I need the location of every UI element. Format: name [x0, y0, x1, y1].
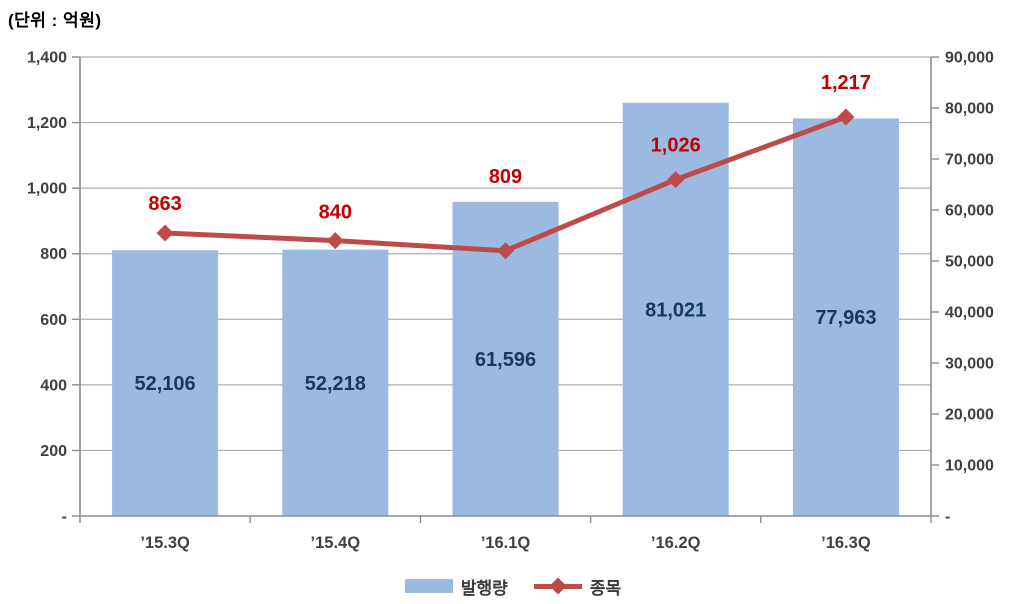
- diamond-marker-icon: [837, 108, 855, 126]
- right-axis-label: -: [945, 509, 950, 526]
- right-axis-label: 10,000: [945, 458, 994, 475]
- line-series-swatch: [533, 577, 582, 595]
- left-axis-label: 600: [40, 312, 67, 329]
- right-axis-label: 60,000: [945, 203, 994, 220]
- right-axis-label: 90,000: [945, 50, 994, 67]
- diamond-marker-icon: [667, 171, 685, 189]
- bar-series-swatch: [404, 579, 453, 593]
- bar-’15.4Q: [282, 249, 389, 516]
- line-value-label: 863: [148, 193, 181, 215]
- line-value-label: 809: [489, 166, 522, 188]
- right-axis-label: 80,000: [945, 101, 994, 118]
- bar-value-label: 81,021: [645, 299, 706, 321]
- left-axis-label: 200: [40, 443, 67, 460]
- category-label: ’16.3Q: [821, 534, 871, 552]
- left-axis-label: 800: [40, 246, 67, 263]
- category-label: ’16.2Q: [651, 534, 701, 552]
- diamond-marker-icon: [549, 577, 567, 595]
- category-label: ’16.1Q: [481, 534, 531, 552]
- legend-item-line: 종목: [533, 574, 622, 599]
- line-value-label: 1,217: [821, 72, 871, 94]
- right-axis-label: 40,000: [945, 305, 994, 322]
- bar-value-label: 61,596: [475, 349, 536, 371]
- unit-label: (단위 : 억원): [8, 11, 102, 30]
- left-axis-label: 400: [40, 377, 67, 394]
- diamond-marker-icon: [497, 242, 514, 260]
- bar-value-label: 77,963: [815, 307, 876, 329]
- diamond-marker-icon: [156, 224, 174, 242]
- bar-’16.3Q: [792, 118, 899, 516]
- bar-’15.3Q: [112, 250, 219, 516]
- category-label: ’15.4Q: [311, 534, 361, 552]
- legend: 발행량 종목: [0, 573, 1026, 599]
- left-axis-label: -: [62, 509, 67, 526]
- line-value-label: 840: [319, 202, 352, 224]
- legend-label-bar: 발행량: [460, 578, 508, 598]
- category-label: ’15.3Q: [140, 534, 190, 552]
- left-axis-label: 1,400: [27, 50, 67, 67]
- left-axis-label: 1,200: [27, 115, 67, 132]
- diamond-marker-icon: [326, 232, 344, 250]
- bar-value-label: 52,106: [135, 373, 196, 395]
- bar-value-label: 52,218: [305, 373, 366, 395]
- right-axis-label: 20,000: [945, 407, 994, 424]
- right-axis-label: 30,000: [945, 356, 994, 373]
- legend-item-bar: 발행량: [404, 574, 508, 599]
- line-value-label: 1,026: [651, 135, 701, 157]
- left-axis-label: 1,000: [27, 181, 67, 198]
- right-axis-label: 70,000: [945, 152, 994, 169]
- right-axis-label: 50,000: [945, 254, 994, 271]
- legend-label-line: 종목: [589, 578, 622, 598]
